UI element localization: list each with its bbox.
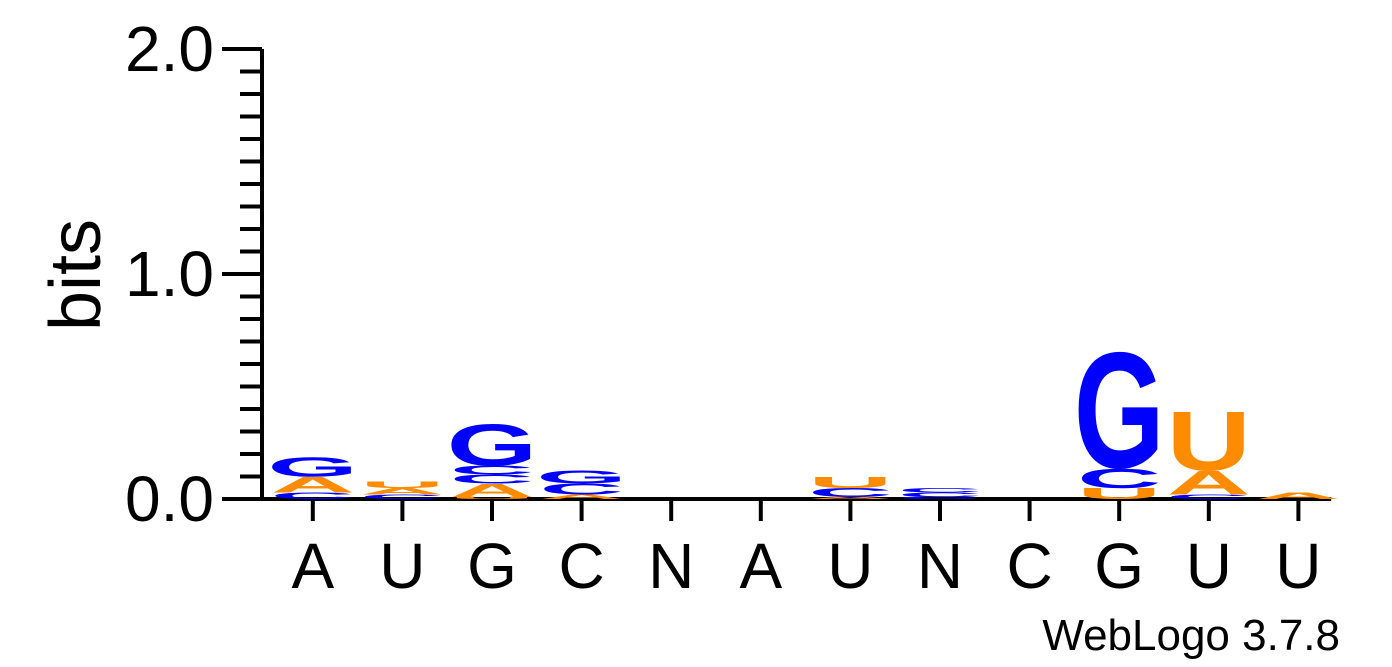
svg-text:C: C — [1077, 462, 1161, 493]
logo-letter-U: U — [1077, 485, 1161, 502]
svg-text:A: A — [450, 480, 534, 501]
x-tick-label: U — [379, 530, 425, 602]
svg-text:C: C — [898, 491, 982, 498]
x-tick-label: C — [1006, 530, 1052, 602]
logo-letter-C: C — [898, 491, 982, 498]
svg-text:C: C — [898, 487, 982, 494]
svg-text:G: G — [267, 451, 358, 482]
x-tick-label: G — [1094, 530, 1144, 602]
svg-text:A: A — [539, 493, 623, 500]
logo-letter-A: A — [1167, 464, 1251, 502]
svg-text:C: C — [808, 485, 892, 499]
y-tick-label: 1.0 — [125, 238, 214, 310]
x-tick-label: G — [467, 530, 517, 602]
logo-letter-C: C — [539, 480, 623, 497]
x-tick-label: C — [558, 530, 604, 602]
logo-letter-C: C — [808, 485, 892, 499]
svg-text:C: C — [450, 463, 534, 477]
logo-letter-C: C — [898, 487, 982, 494]
logo-letter-A: A — [808, 496, 892, 499]
logo-letter-A: A — [271, 472, 355, 496]
svg-text:G: G — [1074, 318, 1165, 503]
logo-letter-U: U — [450, 496, 534, 499]
logo-letter-G: G — [536, 466, 627, 487]
svg-text:U: U — [360, 479, 444, 490]
svg-text:A: A — [271, 472, 355, 496]
logo-letter-C: C — [1167, 493, 1251, 500]
logo-letter-A: A — [450, 480, 534, 501]
svg-text:C: C — [450, 472, 534, 486]
x-tick-label: N — [917, 530, 963, 602]
logo-letter-U: U — [1167, 394, 1251, 488]
x-tick-label: U — [1186, 530, 1232, 602]
svg-text:U: U — [450, 496, 534, 499]
svg-text:U: U — [1077, 485, 1161, 502]
svg-text:A: A — [1256, 491, 1340, 502]
svg-text:C: C — [271, 491, 355, 502]
svg-text:U: U — [1167, 394, 1251, 488]
svg-text:A: A — [808, 496, 892, 499]
x-tick-label: A — [739, 530, 782, 602]
logo-letter-C: C — [271, 491, 355, 502]
y-tick-label: 0.0 — [125, 463, 214, 535]
weblogo-credit: WebLogo 3.7.8 — [1042, 611, 1340, 660]
logo-letter-G: G — [267, 451, 358, 482]
logo-letter-C: C — [450, 472, 534, 486]
svg-text:G: G — [447, 411, 538, 478]
logo-letter-A: A — [539, 493, 623, 500]
logo-letter-U: U — [360, 479, 444, 490]
logo-letter-C: C — [898, 496, 982, 499]
svg-text:C: C — [1167, 493, 1251, 500]
logo-letter-G: G — [1074, 318, 1165, 503]
logo-letter-C: C — [450, 463, 534, 477]
x-tick-label: A — [291, 530, 334, 602]
svg-text:C: C — [898, 496, 982, 499]
svg-text:A: A — [360, 486, 444, 497]
x-tick-label: U — [1275, 530, 1321, 602]
logo-letter-U: U — [808, 474, 892, 491]
svg-text:U: U — [808, 474, 892, 491]
y-tick-label: 2.0 — [125, 13, 214, 85]
y-axis-label: bits — [36, 219, 116, 331]
x-tick-label: N — [648, 530, 694, 602]
logo-letter-G: G — [447, 411, 538, 478]
svg-text:C: C — [360, 493, 444, 500]
logo-letter-A: A — [1256, 491, 1340, 502]
svg-text:A: A — [1167, 464, 1251, 502]
logo-letter-A: A — [360, 486, 444, 497]
x-tick-label: U — [827, 530, 873, 602]
logo-letter-C: C — [1077, 462, 1161, 493]
svg-text:G: G — [536, 466, 627, 487]
svg-text:C: C — [539, 480, 623, 497]
logo-letter-C: C — [360, 493, 444, 500]
y-axis: 0.0 1.0 2.0 — [125, 13, 264, 535]
